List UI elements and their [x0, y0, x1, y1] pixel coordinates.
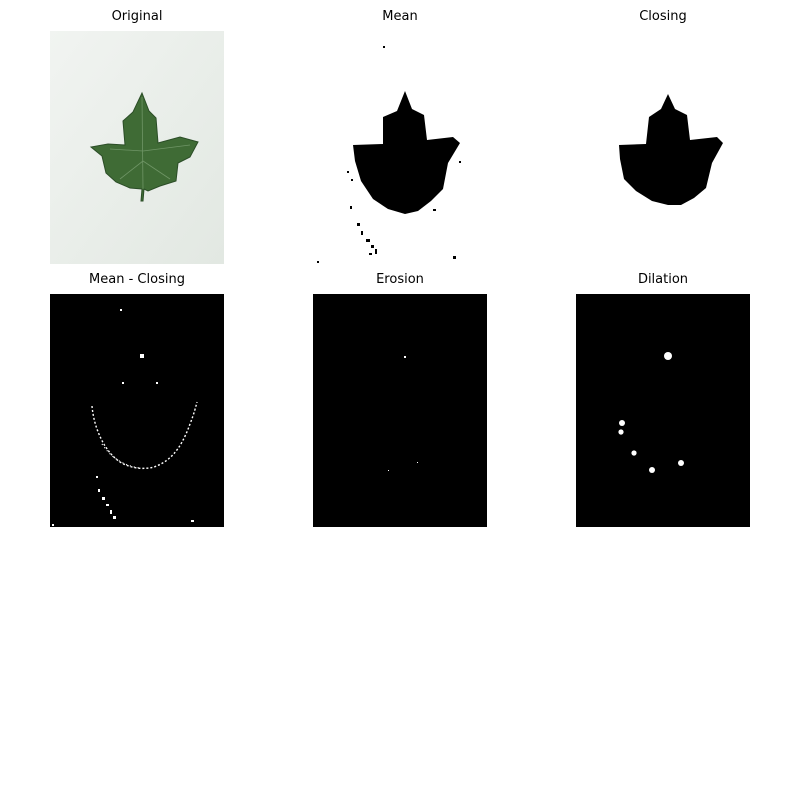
panel-title: Dilation — [637, 272, 689, 287]
panel-title: Mean - Closing — [89, 272, 185, 287]
mean-threshold-mask — [313, 31, 487, 264]
closing-mask — [576, 31, 750, 264]
panel-title: Closing — [639, 9, 687, 24]
dilation-mask — [576, 294, 750, 527]
erosion-mask — [313, 294, 487, 527]
original-leaf-photo — [50, 31, 224, 264]
mean-minus-closing-mask — [50, 294, 224, 527]
panel-title: Erosion — [376, 272, 424, 287]
panel-title: Original — [111, 9, 163, 24]
panel-title: Mean — [382, 9, 418, 24]
